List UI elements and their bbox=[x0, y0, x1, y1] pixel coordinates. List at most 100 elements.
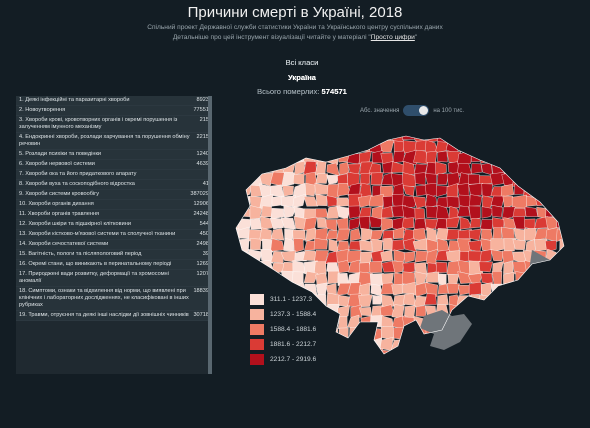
map-district[interactable] bbox=[547, 271, 559, 286]
map-district[interactable] bbox=[379, 140, 395, 153]
map-district[interactable] bbox=[437, 238, 450, 252]
map-district[interactable] bbox=[315, 348, 330, 361]
map-district[interactable] bbox=[327, 270, 340, 284]
map-district[interactable] bbox=[260, 129, 273, 144]
map-district[interactable] bbox=[480, 282, 492, 297]
map-district[interactable] bbox=[448, 205, 460, 219]
map-district[interactable] bbox=[469, 315, 483, 330]
map-district[interactable] bbox=[358, 216, 371, 231]
map-district[interactable] bbox=[402, 262, 416, 274]
map-district[interactable] bbox=[368, 193, 384, 207]
map-district[interactable] bbox=[249, 205, 263, 220]
map-district[interactable] bbox=[283, 205, 297, 219]
map-district[interactable] bbox=[489, 304, 506, 320]
map-district[interactable] bbox=[492, 317, 504, 327]
map-district[interactable] bbox=[545, 139, 557, 152]
map-district[interactable] bbox=[304, 130, 316, 141]
map-district[interactable] bbox=[555, 160, 568, 175]
map-district[interactable] bbox=[468, 326, 483, 341]
map-district[interactable] bbox=[368, 215, 384, 228]
map-district[interactable] bbox=[478, 261, 493, 273]
cause-row[interactable]: 4. Ендокринні хвороби, розлади харчуванн… bbox=[16, 133, 212, 150]
map-district[interactable] bbox=[513, 327, 525, 341]
map-district[interactable] bbox=[478, 350, 492, 360]
map-district[interactable] bbox=[270, 139, 284, 153]
map-district[interactable] bbox=[347, 314, 360, 329]
map-district[interactable] bbox=[469, 350, 481, 361]
map-district[interactable] bbox=[468, 306, 483, 319]
map-district[interactable] bbox=[403, 337, 417, 350]
cause-row[interactable]: 5. Розлади психіки та поведінки 1240 bbox=[16, 150, 212, 160]
map-district[interactable] bbox=[490, 129, 504, 142]
map-district[interactable] bbox=[546, 349, 560, 363]
map-district[interactable] bbox=[282, 185, 294, 197]
map-district[interactable] bbox=[270, 238, 285, 252]
map-district[interactable] bbox=[391, 239, 405, 252]
map-district[interactable] bbox=[414, 140, 427, 152]
map-district[interactable] bbox=[315, 282, 328, 296]
map-district[interactable] bbox=[436, 131, 450, 144]
map-district[interactable] bbox=[228, 150, 240, 164]
map-district[interactable] bbox=[503, 293, 516, 307]
map-district[interactable] bbox=[457, 205, 471, 217]
map-district[interactable] bbox=[326, 184, 340, 198]
map-district[interactable] bbox=[558, 149, 569, 165]
map-district[interactable] bbox=[424, 293, 437, 305]
cause-row[interactable]: 11. Хвороби органів травлення 24248 bbox=[16, 210, 212, 220]
map-district[interactable] bbox=[558, 129, 568, 144]
map-district[interactable] bbox=[511, 194, 527, 209]
map-district[interactable] bbox=[370, 348, 384, 363]
map-district[interactable] bbox=[402, 172, 416, 188]
map-district[interactable] bbox=[470, 139, 483, 153]
value-mode-switch[interactable] bbox=[403, 105, 430, 116]
map-district[interactable] bbox=[228, 271, 240, 283]
map-district[interactable] bbox=[316, 131, 330, 143]
map-district[interactable] bbox=[547, 293, 559, 308]
cause-row[interactable]: 18. Симптоми, ознаки та відхилення від н… bbox=[16, 287, 212, 311]
map-district[interactable] bbox=[380, 249, 393, 262]
map-district[interactable] bbox=[250, 152, 263, 166]
map-district[interactable] bbox=[457, 284, 470, 296]
map-district[interactable] bbox=[424, 282, 438, 297]
map-district[interactable] bbox=[555, 295, 568, 308]
map-district[interactable] bbox=[523, 303, 538, 318]
map-district[interactable] bbox=[435, 161, 447, 176]
map-district[interactable] bbox=[522, 282, 536, 297]
map-district[interactable] bbox=[228, 240, 241, 253]
map-district[interactable] bbox=[303, 271, 319, 284]
map-district[interactable] bbox=[346, 339, 361, 353]
map-district[interactable] bbox=[359, 239, 373, 252]
map-district[interactable] bbox=[546, 316, 560, 330]
map-district[interactable] bbox=[446, 131, 460, 143]
map-district[interactable] bbox=[271, 129, 285, 141]
map-district[interactable] bbox=[513, 151, 527, 165]
map-district[interactable] bbox=[468, 281, 482, 296]
map-district[interactable] bbox=[314, 261, 327, 275]
map-district[interactable] bbox=[500, 140, 517, 154]
map-district[interactable] bbox=[479, 338, 493, 352]
map-district[interactable] bbox=[491, 271, 503, 285]
map-district[interactable] bbox=[457, 163, 472, 175]
map-district[interactable] bbox=[348, 217, 361, 231]
map-district[interactable] bbox=[545, 205, 558, 218]
map-district[interactable] bbox=[248, 248, 263, 263]
map-district[interactable] bbox=[228, 183, 241, 195]
map-district[interactable] bbox=[293, 173, 305, 186]
map-district[interactable] bbox=[437, 150, 448, 163]
map-district[interactable] bbox=[239, 185, 252, 198]
map-district[interactable] bbox=[500, 184, 515, 198]
map-district[interactable] bbox=[325, 129, 339, 143]
map-district[interactable] bbox=[459, 130, 471, 144]
map-district[interactable] bbox=[391, 350, 405, 363]
map-district[interactable] bbox=[446, 196, 460, 208]
map-district[interactable] bbox=[392, 227, 405, 239]
map-district[interactable] bbox=[401, 217, 414, 229]
cause-row[interactable]: 14. Хвороби сечостатевої системи 2498 bbox=[16, 240, 212, 250]
map-district[interactable] bbox=[533, 304, 549, 319]
map-district[interactable] bbox=[237, 337, 251, 352]
map-district[interactable] bbox=[372, 295, 384, 305]
map-district[interactable] bbox=[436, 261, 448, 273]
map-district[interactable] bbox=[556, 315, 568, 328]
map-district[interactable] bbox=[402, 185, 415, 197]
map-district[interactable] bbox=[260, 216, 273, 230]
